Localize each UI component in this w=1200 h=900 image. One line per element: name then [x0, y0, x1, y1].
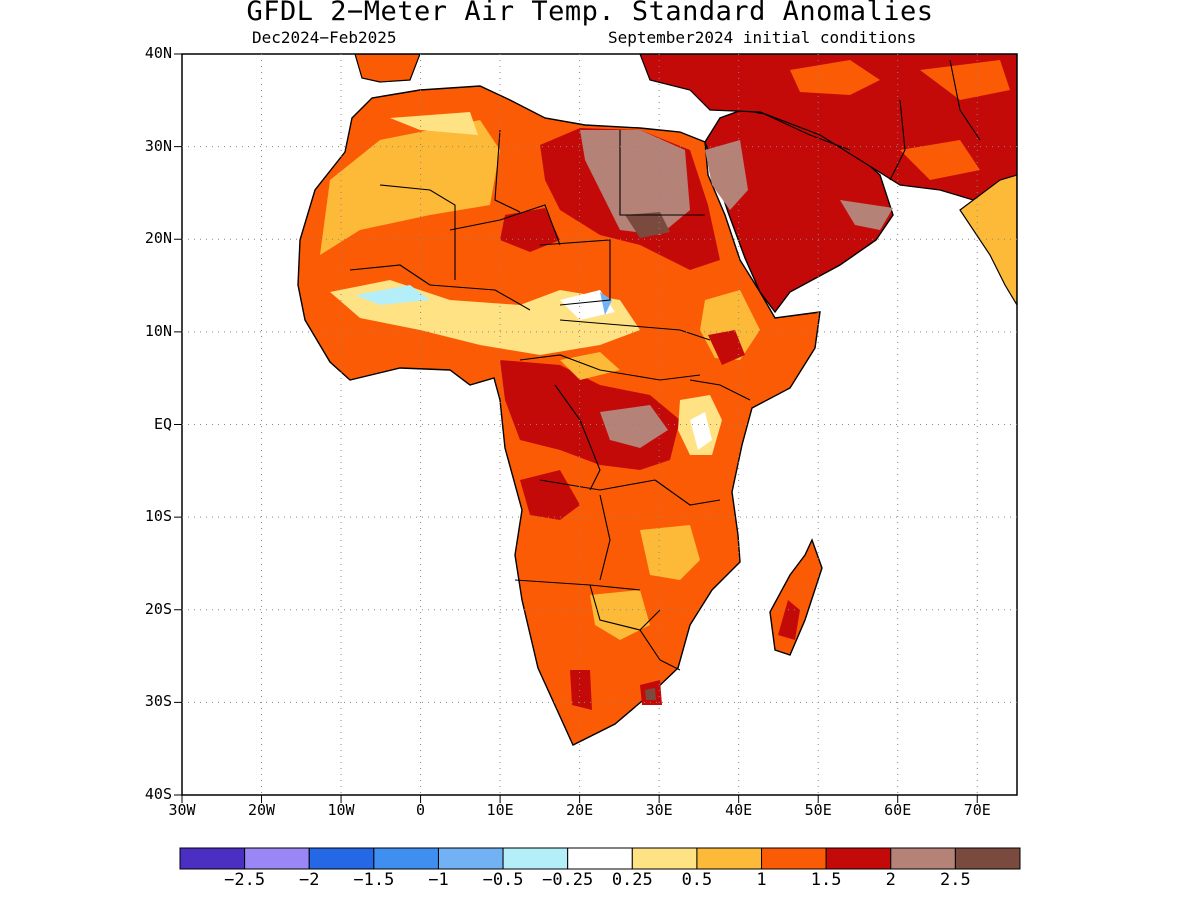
lon-label: 20W	[247, 801, 276, 819]
colorbar-label: 2.5	[940, 870, 971, 890]
colorbar-swatch	[890, 847, 956, 870]
colorbar-swatch	[567, 847, 633, 870]
colorbar-label: 2	[885, 870, 896, 890]
chart-title: GFDL 2−Meter Air Temp. Standard Anomalie…	[246, 0, 934, 27]
colorbar-swatch	[244, 847, 310, 870]
colorbar	[179, 847, 1021, 870]
colorbar-swatch	[373, 847, 439, 870]
colorbar-swatch	[179, 847, 246, 870]
colorbar-swatch	[631, 847, 698, 870]
colorbar-swatch	[308, 847, 375, 870]
colorbar-label: 0.25	[611, 870, 653, 890]
colorbar-label: 1	[756, 870, 767, 890]
europe-landmass	[354, 54, 421, 83]
lon-label: 50E	[804, 801, 832, 819]
colorbar-label: −2	[298, 870, 320, 890]
colorbar-label: 1.5	[810, 870, 842, 890]
colorbar-label: −0.5	[482, 870, 524, 890]
lon-label: 30W	[168, 801, 196, 819]
lat-label: 10N	[144, 321, 172, 340]
colorbar-swatch	[761, 847, 827, 870]
lat-label: EQ	[153, 414, 172, 433]
lon-label: 0	[416, 801, 426, 819]
colorbar-swatch	[954, 847, 1021, 870]
initial-conditions: September2024 initial conditions	[608, 28, 917, 47]
lon-label: 60E	[884, 801, 912, 819]
lat-label: 10S	[144, 507, 172, 526]
colorbar-swatch	[696, 847, 763, 870]
colorbar-swatch	[825, 847, 892, 870]
colorbar-swatch	[502, 847, 569, 870]
lon-label: 30E	[645, 801, 673, 819]
lat-label: 30N	[144, 136, 172, 155]
lon-label: 10E	[486, 801, 514, 819]
lon-label: 40E	[725, 801, 753, 819]
lon-label: 20E	[566, 801, 594, 819]
colorbar-label: −2.5	[224, 870, 266, 890]
lon-label: 10W	[327, 801, 355, 819]
lat-label: 20N	[144, 229, 172, 248]
colorbar-label: 0.5	[681, 870, 713, 890]
lat-label: 40S	[144, 785, 172, 803]
lon-label: 70E	[963, 801, 991, 819]
lat-label: 20S	[144, 599, 172, 618]
colorbar-label: −1	[428, 870, 449, 890]
forecast-period: Dec2024−Feb2025	[252, 28, 397, 47]
india-landmass	[959, 174, 1017, 307]
lat-label: 30S	[144, 692, 172, 711]
colorbar-label: −0.25	[542, 870, 594, 890]
arabia-landmass	[704, 109, 894, 314]
lat-label: 40N	[144, 44, 172, 62]
colorbar-swatch	[437, 847, 504, 870]
madagascar	[769, 538, 823, 656]
colorbar-label: −1.5	[353, 870, 395, 890]
